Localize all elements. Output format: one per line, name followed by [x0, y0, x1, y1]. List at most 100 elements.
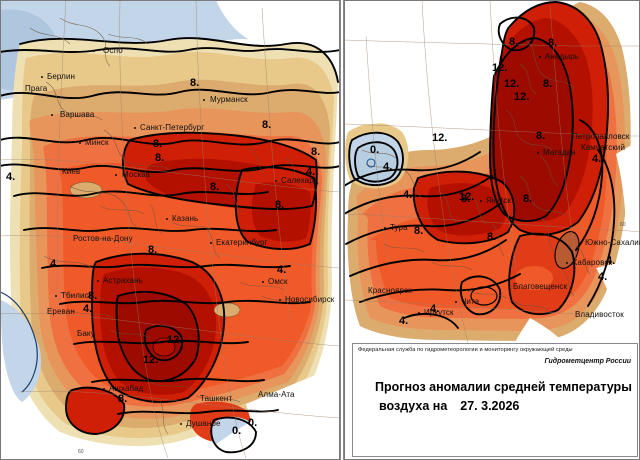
city-label: Салехард	[281, 176, 319, 185]
contour-value-label: 4.	[598, 271, 608, 283]
city-label: Москва	[122, 170, 150, 179]
contour-value-label: 4.	[277, 264, 287, 276]
forecast-title-prefix: воздуха на	[379, 399, 448, 413]
city-label: Новосибирск	[285, 295, 335, 304]
city-label: Благовещенск	[513, 282, 568, 291]
contour-value-label: 12.	[143, 354, 159, 366]
city-marker-dot	[203, 99, 205, 101]
contour-value-label: 8.	[414, 225, 424, 237]
forecast-title-line-2: воздуха на 27. 3.2026	[379, 399, 519, 413]
contour-value-label: 8.	[210, 181, 220, 193]
contour-value-label: 12.	[167, 334, 183, 346]
city-label: Омск	[268, 277, 288, 286]
city-marker-dot	[79, 142, 81, 144]
contour-value-label: 0.	[370, 144, 380, 156]
contour-value-label: 8.	[190, 77, 200, 89]
city-marker-dot	[539, 56, 541, 58]
city-label: Ашхабад	[109, 384, 144, 393]
city-label: Осло	[103, 46, 123, 55]
contour-value-label: 8.	[311, 146, 321, 158]
city-label: Петропавловск	[572, 132, 630, 141]
contour-value-label: 8.	[148, 244, 158, 256]
city-label: Иркутск	[424, 308, 454, 317]
contour-value-label: 0.	[248, 417, 258, 429]
contour-value-label: 8.	[543, 78, 553, 90]
city-label: Красноярск	[368, 286, 412, 295]
city-label: Магадан	[543, 148, 576, 157]
contour-value-label: 4.	[430, 303, 440, 315]
city-marker-dot	[262, 281, 264, 283]
city-marker-dot	[210, 242, 212, 244]
contour-value-label: 8.	[523, 193, 533, 205]
graticule-label: 60	[78, 449, 84, 455]
city-label: Берлин	[47, 72, 76, 81]
contour-value-label: 8.	[155, 152, 165, 164]
city-label: Хабаровск	[572, 258, 613, 267]
city-marker-dot	[55, 295, 57, 297]
graticule-label: 60	[620, 222, 626, 228]
city-marker-dot	[41, 76, 43, 78]
contour-value-label: 4.	[399, 315, 409, 327]
contour-value-label: 8.	[88, 290, 98, 302]
city-label: Душанбе	[186, 419, 221, 428]
contour-value-label: 12.	[504, 78, 520, 90]
city-label: Ереван	[47, 307, 75, 316]
city-label: Южно-Сахалинск	[585, 238, 640, 247]
city-marker-dot	[97, 280, 99, 282]
contour-value-label: 12.	[514, 91, 530, 103]
city-label: Астрахань	[103, 276, 143, 285]
city-marker-dot	[480, 200, 482, 202]
city-label: Казань	[172, 214, 199, 223]
city-label: Тбилиси	[61, 291, 94, 300]
contour-value-label: 8.	[275, 199, 285, 211]
panel-divider	[340, 0, 344, 460]
west-map-graphic	[1, 1, 339, 459]
city-marker-dot	[455, 301, 457, 303]
city-label: Киев	[62, 167, 81, 176]
city-label: Ростов-на-Дону	[73, 234, 133, 243]
city-marker-dot	[180, 423, 182, 425]
city-label: Мурманск	[210, 95, 248, 104]
city-label: Владивосток	[575, 310, 624, 319]
city-marker-dot	[384, 227, 386, 229]
contour-value-label: 8.	[509, 36, 519, 48]
contour-value-label: 8.	[262, 119, 272, 131]
city-marker-dot	[566, 262, 568, 264]
city-label: Тура	[390, 223, 408, 232]
contour-value-label: 8.	[461, 193, 471, 205]
contour-value-label: 8.	[536, 130, 546, 142]
contour-value-label: 8.	[153, 138, 163, 150]
contour-value-label: 4.	[606, 255, 616, 267]
agency-line-2: Гидрометцентр России	[544, 358, 632, 365]
city-marker-dot	[275, 180, 277, 182]
city-label: Прага	[25, 84, 48, 93]
city-label: Камчатский	[581, 143, 626, 152]
city-label: Варшава	[60, 110, 95, 119]
caption-box: Федеральная служба по гидрометеорологии …	[352, 343, 638, 457]
city-marker-dot	[418, 312, 420, 314]
agency-line-1: Федеральная служба по гидрометеорологии …	[358, 347, 573, 353]
city-marker-dot	[166, 218, 168, 220]
city-marker-dot	[93, 50, 95, 52]
city-marker-dot	[103, 388, 105, 390]
map-panel-west[interactable]	[0, 0, 340, 460]
contour-value-label: 4.	[592, 153, 602, 165]
contour-value-label: 4.	[50, 258, 60, 270]
city-marker-dot	[115, 174, 117, 176]
forecast-date: 27. 3.2026	[460, 399, 520, 413]
forecast-title-line-1: Прогноз аномалии средней температуры	[375, 380, 632, 394]
contour-value-label: 12.	[459, 191, 475, 203]
city-label: Чита	[461, 297, 480, 306]
city-label: Ташкент	[200, 394, 233, 403]
contour-value-label: 4.	[6, 171, 16, 183]
contour-value-label: 12.	[432, 132, 448, 144]
contour-value-label: 12.	[492, 62, 508, 74]
city-label: Алма-Ата	[258, 390, 295, 399]
contour-value-label: 0.	[232, 425, 242, 437]
city-label: Анадырь	[545, 52, 579, 61]
city-marker-dot	[537, 152, 539, 154]
city-marker-dot	[279, 299, 281, 301]
contour-value-label: 4.	[306, 166, 316, 178]
city-marker-dot	[51, 114, 53, 116]
city-label: Санкт-Петербург	[140, 123, 205, 132]
